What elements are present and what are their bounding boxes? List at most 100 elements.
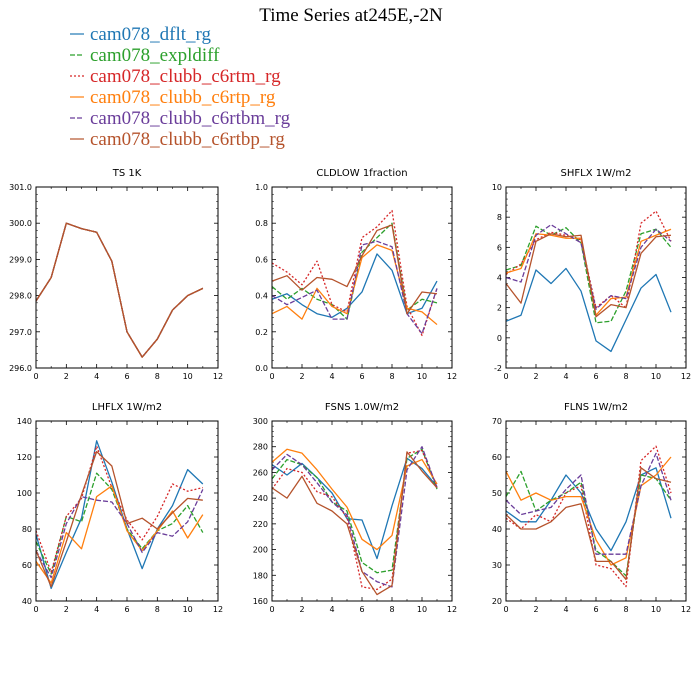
y-tick-label: 297.0	[9, 328, 32, 337]
y-tick-label: 0.4	[255, 292, 268, 301]
x-tick-label: 0	[503, 605, 508, 614]
series-line	[35, 445, 203, 573]
x-tick-label: 12	[447, 372, 457, 381]
figure-title: Time Series at245E,-2N	[259, 5, 443, 26]
x-tick-label: 6	[593, 605, 598, 614]
chart-panel: CLDLOW 1fraction 0 2 4 6 8 10 12 0.0 0.2 0.4 0.6 0.8…	[255, 168, 457, 381]
x-tick-label: 2	[64, 372, 69, 381]
y-tick-label: 1.0	[255, 183, 268, 192]
y-tick-label: 0.6	[255, 255, 268, 264]
x-tick-label: 10	[651, 372, 661, 381]
series-line	[271, 244, 438, 326]
series-line	[271, 446, 438, 588]
x-tick-label: 12	[213, 605, 223, 614]
legend-item: cam078_clubb_c6rtbm_rg	[70, 108, 291, 129]
y-tick-label: 40	[492, 525, 502, 534]
plot-frame	[271, 186, 453, 369]
legend-label: cam078_expldiff	[90, 45, 220, 66]
x-tick-label: 10	[417, 372, 427, 381]
y-tick-label: 296.0	[9, 364, 32, 373]
y-tick-label: 240	[253, 494, 268, 503]
series-line	[271, 224, 438, 315]
series-line	[271, 240, 438, 335]
x-tick-label: 8	[389, 372, 394, 381]
plot-frame	[271, 420, 453, 602]
y-tick-label: 0.2	[255, 328, 268, 337]
panel-title: CLDLOW 1fraction	[316, 168, 407, 179]
series-line	[505, 470, 672, 577]
x-tick-label: 6	[593, 372, 598, 381]
x-tick-label: 2	[299, 605, 304, 614]
y-tick-label: 0	[497, 334, 502, 343]
x-tick-label: 4	[94, 372, 99, 381]
series-line	[505, 224, 672, 310]
series-line	[35, 222, 204, 358]
series-line	[505, 456, 672, 566]
panel-title: SHFLX 1W/m2	[561, 168, 632, 179]
series-line	[505, 267, 672, 353]
chart-panel: TS 1K 0 2 4 6 8 10 12 296.0 297.0 298.0 299.0 300.0 3…	[9, 168, 223, 381]
y-tick-label: 260	[253, 468, 268, 477]
series-line	[505, 467, 672, 581]
x-tick-label: 10	[183, 605, 193, 614]
y-tick-label: 8	[497, 213, 502, 222]
series-line	[35, 485, 204, 584]
series-line	[35, 489, 204, 579]
x-tick-label: 0	[269, 605, 274, 614]
y-tick-label: 2	[497, 304, 502, 313]
plot-frame	[505, 420, 687, 602]
y-tick-label: 30	[492, 561, 502, 570]
panel-title: FLNS 1W/m2	[564, 402, 628, 413]
x-tick-label: 8	[623, 605, 628, 614]
series-line	[505, 210, 672, 309]
x-tick-label: 4	[563, 605, 568, 614]
plot-frame	[35, 186, 219, 369]
series-line	[505, 452, 672, 555]
x-tick-label: 10	[417, 605, 427, 614]
x-tick-label: 4	[94, 605, 99, 614]
x-tick-label: 4	[329, 605, 334, 614]
y-tick-label: 180	[253, 571, 268, 580]
x-tick-label: 0	[503, 372, 508, 381]
y-tick-label: 280	[253, 443, 268, 452]
legend-item: cam078_expldiff	[70, 45, 220, 66]
legend-label: cam078_dflt_rg	[90, 24, 212, 45]
y-tick-label: 10	[492, 183, 502, 192]
y-tick-label: 220	[253, 520, 268, 529]
chart-panel: FLNS 1W/m2 0 2 4 6 8 10 12 20 30 40 50 60 70	[492, 402, 691, 614]
y-tick-label: 140	[17, 417, 32, 426]
y-tick-label: 70	[492, 417, 502, 426]
series-line	[505, 225, 672, 324]
series-line	[271, 253, 438, 318]
series-line	[35, 440, 204, 590]
series-line	[505, 233, 672, 318]
y-tick-label: 0.0	[255, 364, 268, 373]
legend-label: cam078_clubb_c6rtm_rg	[90, 66, 281, 87]
x-tick-label: 6	[124, 605, 129, 614]
y-tick-label: 299.0	[9, 255, 32, 264]
x-tick-label: 8	[623, 372, 628, 381]
y-tick-label: 20	[492, 597, 502, 606]
x-tick-label: 2	[533, 372, 538, 381]
y-tick-label: 160	[253, 597, 268, 606]
x-tick-label: 2	[64, 605, 69, 614]
y-tick-label: 300.0	[9, 219, 32, 228]
y-tick-label: 4	[497, 274, 502, 283]
x-tick-label: 10	[183, 372, 193, 381]
x-tick-label: 8	[389, 605, 394, 614]
y-tick-label: -2	[494, 364, 502, 373]
plot-frame	[35, 420, 219, 602]
x-tick-label: 12	[447, 605, 457, 614]
y-tick-label: 300	[253, 417, 268, 426]
y-tick-label: 120	[17, 453, 32, 462]
legend-label: cam078_clubb_c6rtbm_rg	[90, 108, 291, 129]
series-line	[271, 209, 438, 337]
x-tick-label: 12	[681, 372, 691, 381]
y-tick-label: 50	[492, 489, 502, 498]
legend: cam078_dflt_rgcam078_expldiffcam078_club…	[70, 24, 291, 150]
series-line	[505, 467, 672, 552]
x-tick-label: 12	[213, 372, 223, 381]
x-tick-label: 2	[299, 372, 304, 381]
legend-label: cam078_clubb_c6rtp_rg	[90, 87, 276, 108]
